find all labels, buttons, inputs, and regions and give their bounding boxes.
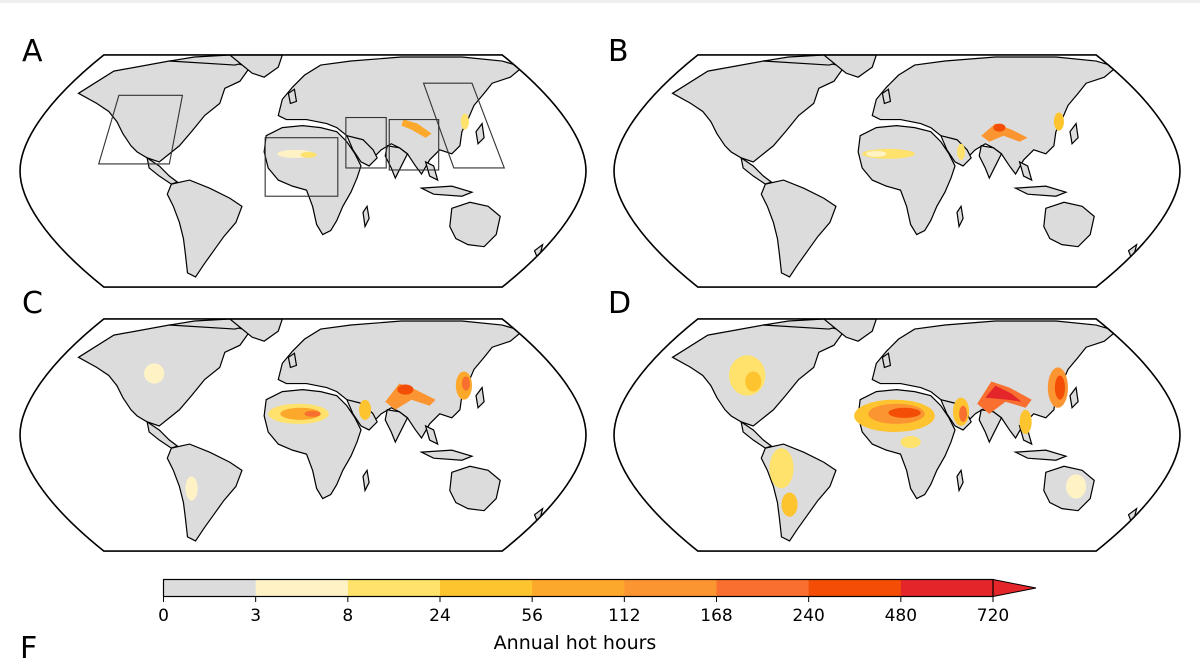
colorbar-tick-label: 720 (976, 606, 1010, 626)
panel-label-d: D (608, 286, 632, 321)
colorbar-bin-7 (808, 579, 902, 597)
colorbar-bar (162, 578, 1037, 602)
hotspot-south-asia (981, 123, 1028, 142)
box-sahel (264, 137, 339, 197)
colorbar: 0 3 8 24 56 112 168 240 480 720 Annual hot hours (150, 572, 1050, 662)
colorbar-tick-label: 8 (342, 606, 354, 626)
hotspot-arabia (358, 399, 372, 420)
panel-label-f: F (20, 631, 38, 666)
colorbar-bin-1 (255, 579, 349, 597)
hotspot-usa (144, 363, 165, 384)
box-south-asia (388, 118, 440, 171)
hotspot-south-america (769, 448, 794, 489)
colorbar-title: Annual hot hours (493, 632, 657, 654)
hotspot-australia (1065, 474, 1087, 499)
map-panel-b (613, 54, 1181, 288)
colorbar-tick-label: 112 (608, 606, 641, 626)
hotspot-south-asia (401, 119, 432, 138)
map-frame (19, 54, 587, 288)
colorbar-tick-label: 168 (700, 606, 733, 626)
hotspot-china (1053, 112, 1064, 131)
colorbar-bin-5 (624, 579, 717, 597)
map-panel-d (613, 318, 1181, 552)
hotspot-china (460, 113, 469, 130)
region-boxes (97, 82, 506, 197)
colorbar-bin-4 (532, 579, 625, 597)
map-panel-a (19, 54, 587, 288)
hotspot-arabia (957, 143, 966, 160)
panel-label-c: C (22, 286, 43, 321)
colorbar-tick-label: 24 (429, 606, 451, 626)
colorbar-bin-2 (347, 579, 441, 597)
panel-label-a: A (22, 34, 43, 69)
colorbar-bin-3 (440, 579, 533, 597)
colorbar-bin-6 (716, 579, 810, 597)
hotspot-south-america (185, 476, 198, 501)
map-frame (613, 318, 1181, 552)
box-arabia (345, 116, 387, 169)
map-frame (613, 54, 1181, 288)
colorbar-tick-label: 56 (521, 606, 543, 626)
map-frame (19, 318, 587, 552)
colorbar-outline (162, 578, 994, 598)
box-east-asia (422, 82, 506, 169)
colorbar-tick-label: 240 (792, 606, 825, 626)
colorbar-tick-label: 3 (250, 606, 262, 626)
colorbar-bin-0 (163, 579, 257, 597)
map-panel-c (19, 318, 587, 552)
top-strip (0, 0, 1200, 3)
box-north-america (97, 94, 184, 165)
colorbar-tick-label: 480 (884, 606, 918, 626)
colorbar-extend-arrow (992, 579, 1037, 597)
panel-label-b: B (608, 34, 629, 69)
colorbar-tick-label: 0 (158, 606, 169, 626)
hotspot-se-asia (1019, 409, 1032, 434)
colorbar-bin-8 (900, 579, 994, 597)
